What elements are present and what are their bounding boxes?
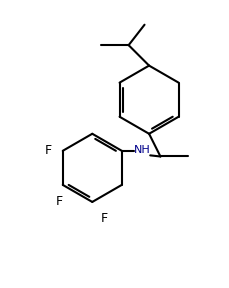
Text: NH: NH xyxy=(133,145,150,155)
Text: F: F xyxy=(101,212,108,225)
Text: F: F xyxy=(56,195,63,208)
Text: F: F xyxy=(44,144,51,157)
